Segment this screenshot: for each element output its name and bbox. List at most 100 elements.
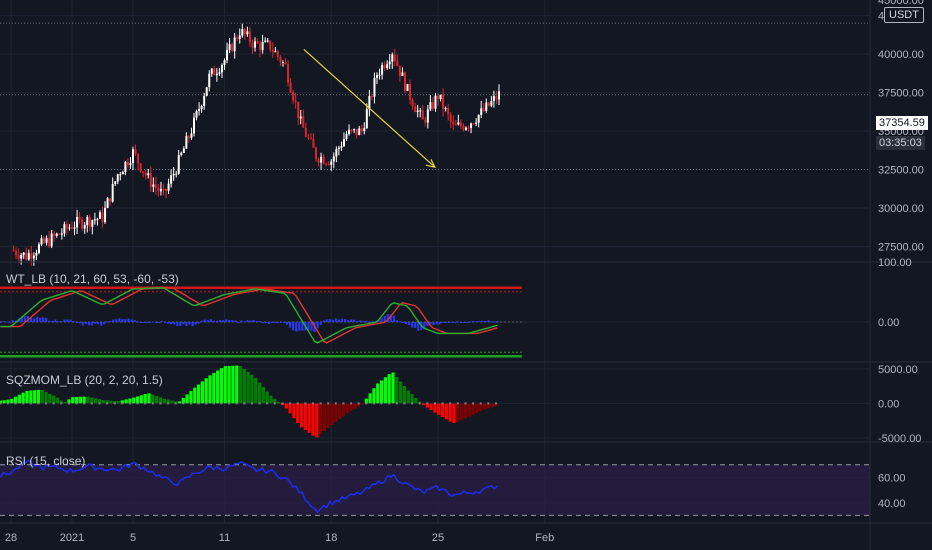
sqz-dot	[464, 402, 467, 405]
candle-body	[276, 51, 279, 57]
wt-diff-bar	[282, 322, 286, 323]
sqz-dot	[83, 402, 86, 405]
wt-diff-bar	[380, 318, 383, 322]
candle-body	[149, 173, 152, 187]
currency-badge[interactable]: USDT	[884, 7, 924, 23]
sqz-dot	[479, 402, 482, 405]
y-tick-label: 40000.00	[878, 49, 924, 61]
x-tick-label: 2021	[60, 532, 84, 544]
squeeze-momentum-pane[interactable]	[0, 365, 498, 438]
candle-body	[320, 156, 323, 163]
sqz-dot	[60, 402, 63, 405]
candle-body	[304, 127, 307, 137]
wt-diff-bar	[23, 316, 26, 322]
candle-body	[193, 117, 195, 134]
sqz-dot	[449, 402, 452, 405]
sqz-histogram-bar	[284, 403, 288, 409]
sqz-histogram-bar	[238, 366, 243, 404]
wt-diff-bar	[45, 317, 48, 322]
sqz-dot	[334, 402, 337, 405]
candle-body	[376, 75, 378, 78]
x-tick-label: 11	[219, 532, 230, 544]
candle-body	[116, 174, 119, 182]
wt-diff-bar	[154, 322, 158, 323]
candle-body	[358, 128, 361, 136]
sqz-histogram-bar	[200, 381, 204, 404]
wt-diff-bar	[218, 319, 222, 322]
wt-diff-bar	[87, 322, 90, 326]
wt-indicator-title[interactable]: WT_LB (10, 21, 60, 53, -60, -53)	[6, 272, 179, 286]
price-pane[interactable]	[0, 22, 870, 266]
candle-body	[381, 65, 384, 75]
wt-diff-bar	[273, 322, 277, 323]
wt-diff-bar	[331, 319, 334, 322]
candle-body	[353, 128, 356, 130]
candle-body	[487, 102, 490, 106]
sqz-histogram-bar	[155, 396, 159, 404]
sqz-dot	[487, 402, 490, 405]
candle-body	[233, 37, 236, 52]
sqz-histogram-bar	[383, 377, 387, 404]
wavetrend-pane[interactable]	[0, 286, 522, 358]
sqz-dot	[327, 402, 330, 405]
rsi-pane[interactable]	[0, 459, 870, 516]
wt-diff-bar	[249, 320, 252, 322]
candle-body	[88, 217, 91, 227]
wt-diff-bar	[456, 321, 460, 323]
sqzmom-indicator-title[interactable]: SQZMOM_LB (20, 2, 20, 1.5)	[6, 373, 163, 387]
y-tick-label: -5000.00	[878, 433, 921, 445]
wt-diff-bar	[389, 314, 392, 322]
wt-diff-bar	[103, 322, 106, 325]
sqz-histogram-bar	[6, 399, 10, 404]
trendline-arrow	[425, 158, 437, 169]
wt-diff-bar	[115, 319, 118, 322]
wt-diff-bar	[295, 322, 298, 332]
candle-body	[220, 65, 223, 73]
wt2-line	[0, 287, 498, 344]
sqz-histogram-bar	[86, 396, 90, 404]
sqz-dot	[281, 402, 284, 405]
wt-diff-bar	[63, 319, 66, 322]
candle-body	[236, 37, 239, 39]
sqz-dot	[456, 402, 459, 405]
candle-body	[126, 161, 129, 166]
sqz-histogram-bar	[376, 383, 380, 404]
wt-diff-bar	[225, 319, 228, 322]
wt-diff-bar	[487, 320, 490, 322]
sqz-histogram-bar	[196, 384, 201, 404]
candle-body	[454, 124, 457, 126]
candle-body	[195, 111, 198, 118]
candle-body	[208, 73, 211, 88]
sqz-histogram-bar	[13, 396, 18, 404]
wt-diff-bar	[484, 321, 487, 323]
sqz-histogram-bar	[223, 366, 227, 404]
sqz-dot	[151, 402, 154, 405]
wt-diff-bar	[255, 320, 258, 322]
sqz-histogram-bar	[17, 394, 21, 404]
sqz-histogram-bar	[151, 394, 155, 404]
sqz-histogram-bar	[421, 403, 426, 406]
candle-body	[475, 122, 478, 124]
candle-body	[467, 127, 470, 129]
candle-body	[121, 172, 124, 175]
candle-body	[332, 156, 335, 162]
sqz-dot	[29, 402, 32, 405]
candle-body	[327, 163, 330, 165]
sqz-dot	[121, 402, 124, 405]
wt-diff-bar	[316, 322, 319, 329]
sqz-dot	[144, 402, 147, 405]
sqz-histogram-bar	[345, 403, 349, 414]
rsi-indicator-title[interactable]: RSI (15, close)	[6, 454, 86, 468]
candle-body	[317, 159, 320, 163]
candle-body	[53, 233, 56, 236]
wt-diff-bar	[99, 322, 103, 326]
candle-body	[424, 119, 427, 123]
wt-diff-bar	[398, 321, 402, 323]
wt-diff-bar	[441, 322, 444, 323]
wt-diff-bar	[365, 320, 368, 322]
wt-diff-bar	[109, 320, 112, 322]
sqz-histogram-bar	[257, 382, 262, 404]
sqz-dot	[6, 402, 9, 405]
wt-diff-bar	[404, 322, 408, 324]
wt-diff-bar	[2, 321, 5, 323]
